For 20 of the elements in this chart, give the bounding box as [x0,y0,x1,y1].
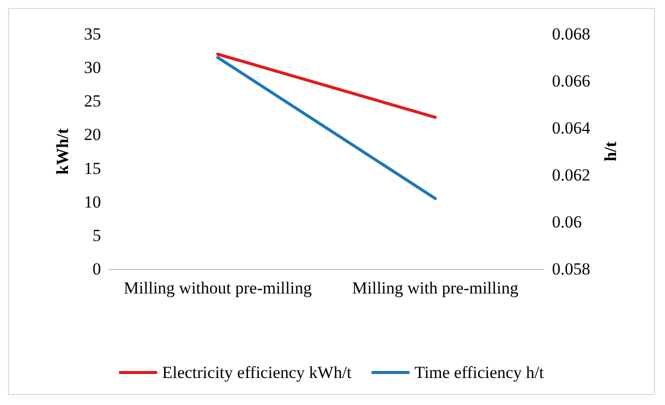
x-tick-label: Milling with pre-milling [352,278,519,298]
y-tick-label: 25 [84,92,101,111]
y-tick-label: 15 [84,158,101,178]
y-tick-label: 35 [84,24,101,44]
y2-tick-label: 0.058 [552,260,590,278]
y2-tick-label: 0.062 [552,166,590,184]
legend-label: Electricity efficiency kWh/t [162,363,352,382]
y-axis-title: kWh/t [53,128,72,175]
y2-tick-label: 0.06 [552,212,582,232]
x-tick-label: Milling without pre-milling [124,278,312,298]
y-tick-label: 5 [92,226,101,245]
y2-tick-label: 0.066 [552,72,590,90]
y-tick-label: 0 [92,260,101,278]
y-tick-label: 20 [84,125,101,144]
y2-axis-title: h/t [601,141,620,162]
legend-label: Time efficiency h/t [414,363,544,382]
y2-tick-label: 0.068 [552,24,590,44]
y-tick-label: 10 [84,192,101,212]
y-tick-label: 30 [84,58,101,78]
y2-tick-label: 0.064 [552,118,591,138]
